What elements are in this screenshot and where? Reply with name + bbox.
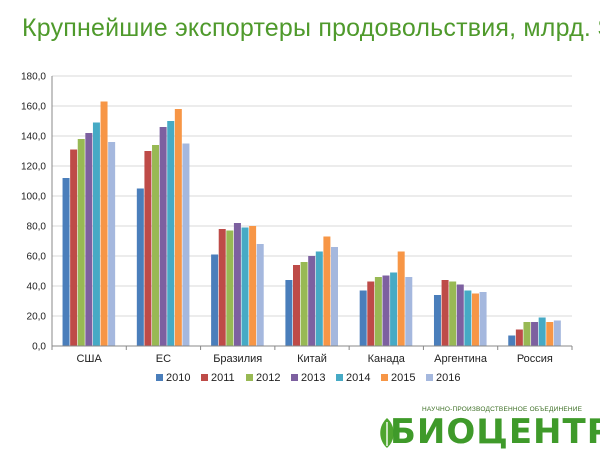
- y-tick-label: 180,0: [21, 72, 46, 83]
- bar: [456, 284, 464, 346]
- y-tick-label: 160,0: [21, 102, 46, 113]
- bar: [285, 280, 293, 346]
- bar: [293, 265, 300, 346]
- x-category-label: ЕС: [156, 353, 171, 365]
- legend-swatch: [246, 374, 253, 381]
- legend-swatch: [156, 374, 163, 381]
- bar: [167, 121, 175, 346]
- y-tick-label: 0,0: [32, 342, 46, 353]
- bar: [182, 143, 190, 346]
- bar: [256, 244, 264, 346]
- x-category-label: Аргентина: [434, 353, 488, 365]
- bar-chart: 0,0 20,0 40,0 60,0 80,0 100,0 120,0 140,0 160,0 1…: [21, 72, 573, 384]
- bar: [523, 322, 531, 346]
- biocenter-logo: НАУЧНО-ПРОИЗВОДСТВЕННОЕ ОБЪЕДИНЕНИЕ БИОЦ…: [376, 406, 600, 456]
- bar: [374, 277, 382, 346]
- x-category-label: Россия: [517, 353, 553, 365]
- bar: [471, 293, 479, 346]
- bar: [397, 251, 405, 346]
- bar: [233, 223, 241, 346]
- bar: [508, 335, 516, 346]
- legend-label: 2010: [166, 372, 190, 384]
- bar: [241, 227, 249, 346]
- legend-swatch: [381, 374, 388, 381]
- bar: [449, 281, 457, 346]
- bar: [553, 320, 561, 346]
- bars: [62, 101, 561, 346]
- bar: [441, 280, 449, 346]
- bar: [367, 281, 375, 346]
- logo-caption: НАУЧНО-ПРОИЗВОДСТВЕННОЕ ОБЪЕДИНЕНИЕ: [422, 406, 583, 413]
- legend: 2010 2011 2012 2013 2014 2015 2016: [156, 372, 460, 384]
- bar: [144, 151, 152, 346]
- bar: [211, 254, 219, 346]
- x-category-label: США: [76, 353, 102, 365]
- bar: [159, 127, 167, 346]
- y-tick-label: 100,0: [21, 192, 46, 203]
- bar: [152, 145, 160, 346]
- logo-text: БИОЦЕНТР: [390, 412, 600, 452]
- bar: [323, 236, 331, 346]
- bar: [249, 226, 257, 346]
- y-tick-label: 140,0: [21, 132, 46, 143]
- bar: [390, 272, 398, 346]
- bar: [531, 322, 539, 346]
- bar: [433, 295, 441, 346]
- x-category-label: Канада: [368, 353, 406, 365]
- y-tick-label: 80,0: [27, 222, 47, 233]
- bar: [331, 247, 338, 346]
- legend-label: 2014: [346, 372, 370, 384]
- bar: [70, 149, 78, 346]
- x-category-label: Китай: [297, 353, 327, 365]
- bar: [359, 290, 367, 346]
- legend-swatch: [336, 374, 343, 381]
- bar: [218, 229, 226, 346]
- y-tick-label: 60,0: [27, 252, 47, 263]
- bar: [405, 277, 413, 346]
- bar: [479, 292, 487, 346]
- legend-label: 2015: [391, 372, 415, 384]
- bar: [464, 290, 472, 346]
- legend-label: 2016: [436, 372, 460, 384]
- bar: [515, 329, 523, 346]
- legend-swatch: [291, 374, 298, 381]
- bar: [85, 133, 93, 346]
- bar: [136, 188, 144, 346]
- bar: [315, 251, 323, 346]
- bar: [226, 230, 234, 346]
- bar: [382, 275, 390, 346]
- legend-label: 2013: [301, 372, 325, 384]
- bar: [77, 139, 85, 346]
- bar: [62, 178, 70, 346]
- legend-swatch: [201, 374, 208, 381]
- chart-title: Крупнейшие экспортеры продовольствия, мл…: [22, 14, 600, 42]
- bar: [100, 101, 108, 346]
- bar: [300, 262, 308, 346]
- bar: [174, 109, 182, 346]
- y-axis: 0,0 20,0 40,0 60,0 80,0 100,0 120,0 140,0 160,0 1…: [21, 72, 53, 353]
- legend-label: 2011: [211, 372, 235, 384]
- y-tick-label: 40,0: [27, 282, 47, 293]
- leaf-icon: [380, 418, 394, 448]
- y-tick-label: 20,0: [27, 312, 47, 323]
- y-tick-label: 120,0: [21, 162, 46, 173]
- x-category-label: Бразилия: [213, 353, 262, 365]
- legend-swatch: [426, 374, 433, 381]
- bar: [108, 142, 116, 346]
- bar: [92, 122, 100, 346]
- bar: [546, 322, 554, 346]
- bar: [538, 317, 546, 346]
- legend-label: 2012: [256, 372, 280, 384]
- bar: [308, 256, 316, 346]
- x-axis: США ЕС Бразилия Китай Канада Аргентина Россия: [51, 345, 573, 365]
